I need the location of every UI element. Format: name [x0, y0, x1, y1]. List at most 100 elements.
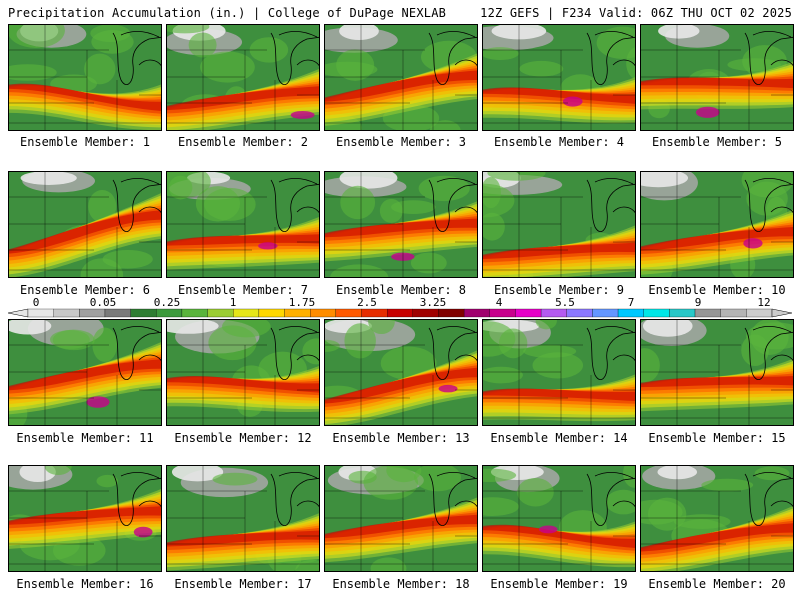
colorbar-tick-label: 2.5	[357, 296, 377, 309]
precip-map	[641, 25, 793, 130]
panel-caption: Ensemble Member: 16	[16, 577, 154, 591]
colorbar-swatch	[181, 308, 208, 318]
precip-map	[9, 320, 161, 425]
colorbar-swatch	[387, 308, 413, 318]
colorbar-swatch	[310, 308, 337, 318]
colorbar-tick-label: 4	[495, 296, 503, 309]
precip-map	[483, 25, 635, 130]
precip-map	[325, 172, 477, 277]
colorbar-tick-label: 3.25	[419, 296, 447, 309]
precip-map	[641, 172, 793, 277]
panel-caption: Ensemble Member: 11	[16, 431, 154, 445]
panel-caption: Ensemble Member: 15	[648, 431, 786, 445]
panel-caption: Ensemble Member: 13	[332, 431, 470, 445]
precip-map	[325, 466, 477, 571]
precip-map	[483, 320, 635, 425]
map-panel-member-6	[8, 171, 162, 278]
panel-caption: Ensemble Member: 18	[332, 577, 470, 591]
colorbar-swatch	[284, 308, 311, 318]
colorbar-swatch	[720, 308, 747, 318]
colorbar-swatch	[79, 308, 106, 318]
colorbar-swatch	[104, 308, 131, 318]
colorbar-swatch	[489, 308, 516, 318]
colorbar-tick-label: 1	[229, 296, 237, 309]
precip-map	[167, 25, 319, 130]
colorbar-swatch	[694, 308, 721, 318]
colorbar-swatch	[746, 308, 773, 318]
map-panel-member-17	[166, 465, 320, 572]
precip-map	[325, 25, 477, 130]
map-panel-member-1	[8, 24, 162, 131]
colorbar	[8, 308, 792, 318]
colorbar-swatch	[233, 308, 260, 318]
colorbar-swatch	[156, 308, 183, 318]
precip-map	[167, 466, 319, 571]
colorbar-swatch	[540, 308, 567, 318]
panel-caption: Ensemble Member: 6	[19, 283, 151, 297]
map-panel-member-15	[640, 319, 794, 426]
panel-caption: Ensemble Member: 10	[648, 283, 786, 297]
map-panel-member-10	[640, 171, 794, 278]
colorbar-tick-label: 7	[627, 296, 635, 309]
colorbar-swatch	[27, 308, 54, 318]
precip-map	[325, 320, 477, 425]
colorbar-swatch	[361, 308, 388, 318]
map-panel-member-4	[482, 24, 636, 131]
colorbar-swatch	[515, 308, 542, 318]
map-panel-member-14	[482, 319, 636, 426]
colorbar-tick-label: 12	[757, 296, 771, 309]
chart-title: Precipitation Accumulation (in.) | Colle…	[8, 6, 447, 20]
panel-caption: Ensemble Member: 1	[19, 135, 151, 149]
map-panel-member-19	[482, 465, 636, 572]
colorbar-swatch	[53, 308, 80, 318]
panel-caption: Ensemble Member: 2	[177, 135, 309, 149]
precip-map	[641, 466, 793, 571]
map-panel-member-16	[8, 465, 162, 572]
colorbar-swatch	[592, 308, 619, 318]
colorbar-swatch	[130, 308, 157, 318]
panel-caption: Ensemble Member: 17	[174, 577, 312, 591]
panel-caption: Ensemble Member: 14	[490, 431, 628, 445]
colorbar-swatch	[207, 308, 234, 318]
colorbar-swatch	[617, 308, 644, 318]
colorbar-swatch	[669, 308, 696, 318]
colorbar-tick-label: 9	[694, 296, 702, 309]
precip-map	[167, 320, 319, 425]
colorbar-min-arrow	[8, 308, 29, 318]
colorbar-swatch	[643, 308, 670, 318]
model-run-info: 12Z GEFS | F234 Valid: 06Z THU OCT 02 20…	[480, 6, 792, 20]
colorbar-swatch	[335, 308, 362, 318]
colorbar-tick-label: 1.75	[288, 296, 316, 309]
panel-caption: Ensemble Member: 3	[335, 135, 467, 149]
map-panel-member-13	[324, 319, 478, 426]
panel-caption: Ensemble Member: 7	[177, 283, 309, 297]
precip-map	[641, 320, 793, 425]
colorbar-swatch	[258, 308, 285, 318]
colorbar-tick-label: 0	[32, 296, 40, 309]
map-panel-member-7	[166, 171, 320, 278]
colorbar-tick-label: 0.05	[89, 296, 117, 309]
map-panel-member-8	[324, 171, 478, 278]
precip-map	[9, 466, 161, 571]
map-panel-member-18	[324, 465, 478, 572]
precip-map	[9, 172, 161, 277]
panel-caption: Ensemble Member: 8	[335, 283, 467, 297]
map-panel-member-2	[166, 24, 320, 131]
precip-map	[9, 25, 161, 130]
map-panel-member-20	[640, 465, 794, 572]
colorbar-swatch	[566, 308, 593, 318]
colorbar-swatch	[463, 308, 490, 318]
colorbar-tick-label: 0.25	[153, 296, 181, 309]
colorbar-max-arrow	[771, 308, 792, 318]
panel-caption: Ensemble Member: 20	[648, 577, 786, 591]
panel-caption: Ensemble Member: 12	[174, 431, 312, 445]
panel-caption: Ensemble Member: 9	[493, 283, 625, 297]
panel-caption: Ensemble Member: 4	[493, 135, 625, 149]
precip-map	[483, 466, 635, 571]
map-panel-member-9	[482, 171, 636, 278]
precip-map	[483, 172, 635, 277]
colorbar-swatch	[438, 308, 465, 318]
colorbar-swatch	[412, 308, 439, 318]
map-panel-member-11	[8, 319, 162, 426]
map-panel-member-12	[166, 319, 320, 426]
